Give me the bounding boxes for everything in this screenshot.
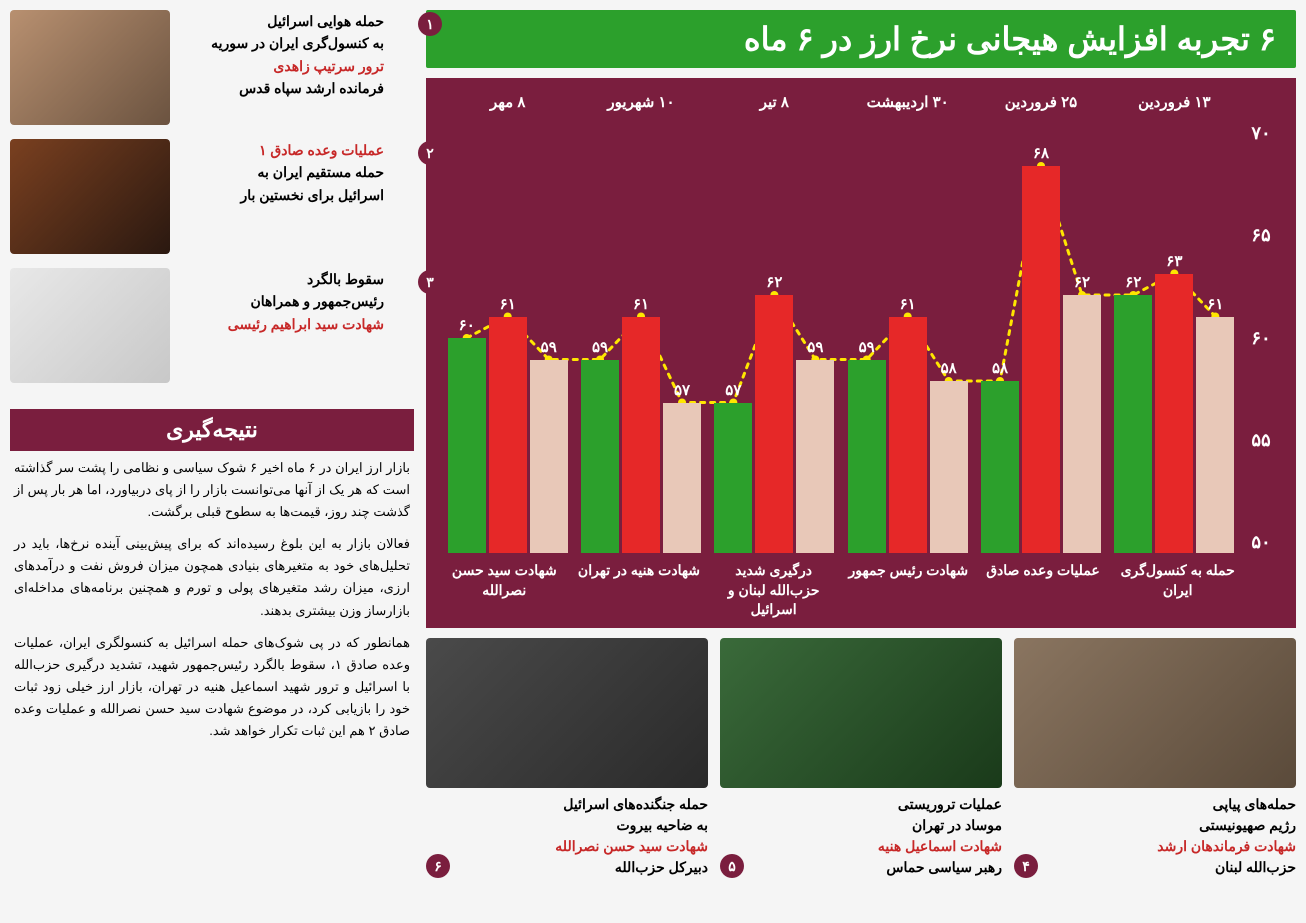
event-label: شهادت رئیس جمهور — [845, 561, 972, 613]
bar-value: ۵۷ — [725, 381, 741, 399]
bar: ۵۹ — [581, 360, 619, 554]
header-title: ۶ تجربه افزایش هیجانی نرخ ارز در ۶ ماه — [426, 10, 1296, 68]
event-text: ۳سقوط بالگردرئیس‌جمهور و همراهانشهادت سی… — [180, 268, 414, 335]
date-label: ۸ مهر — [441, 93, 574, 123]
bar-value: ۵۸ — [992, 359, 1008, 377]
conclusion-header: نتیجه‌گیری — [10, 409, 414, 451]
bar-group: ۶۲۶۸۵۸ — [978, 123, 1103, 553]
bar-value: ۶۲ — [1125, 273, 1141, 291]
y-tick: ۶۰ — [1241, 328, 1281, 349]
bar-value: ۶۸ — [1033, 144, 1049, 162]
bar: ۵۹ — [848, 360, 886, 554]
number-badge: ۳ — [418, 270, 442, 294]
event-label: شهادت هنیه در تهران — [576, 561, 703, 613]
event-image — [10, 139, 170, 254]
date-labels: ۱۳ فروردین۲۵ فروردین۳۰ اردیبهشت۸ تیر۱۰ ش… — [441, 93, 1241, 123]
bar-value: ۵۹ — [541, 338, 557, 356]
event-label: عملیات وعده صادق — [980, 561, 1107, 613]
bar: ۶۲ — [1063, 295, 1101, 553]
y-tick: ۵۵ — [1241, 430, 1281, 451]
bar-group: ۵۹۶۲۵۷ — [712, 123, 837, 553]
bar-value: ۶۲ — [766, 273, 782, 291]
number-badge: ۵ — [720, 854, 744, 878]
currency-chart: ۷۰ ۶۵ ۶۰ ۵۵ ۵۰ ۱۳ فروردین۲۵ فروردین۳۰ اردیبه… — [426, 78, 1296, 628]
event-image — [720, 638, 1002, 788]
event-text: عملیات تروریستیموساد در تهرانشهادت اسماع… — [720, 794, 1002, 878]
bar: ۵۷ — [663, 403, 701, 554]
bottom-item: عملیات تروریستیموساد در تهرانشهادت اسماع… — [720, 638, 1002, 878]
y-axis: ۷۰ ۶۵ ۶۰ ۵۵ ۵۰ — [1241, 93, 1281, 613]
bar: ۶۱ — [489, 317, 527, 554]
left-item: ۱حمله هوایی اسرائیلبه کنسول‌گری ایران در… — [10, 10, 414, 125]
event-label: درگیری شدید حزب‌الله لبنان و اسرائیل — [710, 561, 837, 613]
bar-value: ۶۱ — [900, 295, 916, 313]
bottom-item: حمله‌های پیاپیرژیم صهیونیستیشهادت فرماند… — [1014, 638, 1296, 878]
event-label: حمله به کنسول‌گری ایران — [1114, 561, 1241, 613]
date-label: ۱۰ شهریور — [574, 93, 707, 123]
date-label: ۸ تیر — [708, 93, 841, 123]
date-label: ۳۰ اردیبهشت — [841, 93, 974, 123]
y-tick: ۵۰ — [1241, 532, 1281, 553]
date-label: ۱۳ فروردین — [1108, 93, 1241, 123]
bar-value: ۵۸ — [941, 359, 957, 377]
bar-group: ۵۷۶۱۵۹ — [578, 123, 703, 553]
bottom-items: حمله‌های پیاپیرژیم صهیونیستیشهادت فرماند… — [426, 638, 1296, 878]
bar: ۵۸ — [981, 381, 1019, 553]
event-image — [426, 638, 708, 788]
bar: ۵۷ — [714, 403, 752, 554]
bars-container: ۶۱۶۳۶۲۶۲۶۸۵۸۵۸۶۱۵۹۵۹۶۲۵۷۵۷۶۱۵۹۵۹۶۱۶۰ — [441, 123, 1241, 553]
event-image — [1014, 638, 1296, 788]
y-tick: ۶۵ — [1241, 225, 1281, 246]
bar-value: ۶۰ — [459, 316, 475, 334]
number-badge: ۶ — [426, 854, 450, 878]
date-label: ۲۵ فروردین — [974, 93, 1107, 123]
bar-group: ۵۹۶۱۶۰ — [445, 123, 570, 553]
event-image — [10, 268, 170, 383]
bar: ۶۲ — [1114, 295, 1152, 553]
left-item: ۲عملیات وعده صادق ۱حمله مستقیم ایران بها… — [10, 139, 414, 254]
y-tick: ۷۰ — [1241, 123, 1281, 144]
bar-value: ۵۹ — [807, 338, 823, 356]
bar: ۵۸ — [930, 381, 968, 553]
bottom-item: حمله جنگنده‌های اسرائیلبه ضاحیه بیروتشها… — [426, 638, 708, 878]
conclusion-para: همانطور که در پی شوک‌های حمله اسرائیل به… — [14, 632, 410, 742]
left-item: ۳سقوط بالگردرئیس‌جمهور و همراهانشهادت سی… — [10, 268, 414, 383]
event-text: ۲عملیات وعده صادق ۱حمله مستقیم ایران بها… — [180, 139, 414, 206]
number-badge: ۱ — [418, 12, 442, 36]
number-badge: ۴ — [1014, 854, 1038, 878]
bar-value: ۶۱ — [500, 295, 516, 313]
bar: ۵۹ — [796, 360, 834, 554]
bar: ۶۸ — [1022, 166, 1060, 553]
bar-value: ۵۹ — [859, 338, 875, 356]
conclusion-body: بازار ارز ایران در ۶ ماه اخیر ۶ شوک سیاس… — [10, 451, 414, 758]
event-labels: حمله به کنسول‌گری ایرانعملیات وعده صادقش… — [441, 553, 1241, 613]
event-text: حمله‌های پیاپیرژیم صهیونیستیشهادت فرماند… — [1014, 794, 1296, 878]
bar-value: ۶۲ — [1074, 273, 1090, 291]
event-image — [10, 10, 170, 125]
bar: ۶۲ — [755, 295, 793, 553]
event-text: ۱حمله هوایی اسرائیلبه کنسول‌گری ایران در… — [180, 10, 414, 100]
bar: ۶۱ — [889, 317, 927, 554]
bar: ۶۰ — [448, 338, 486, 553]
bar-value: ۶۱ — [1207, 295, 1223, 313]
bar: ۶۳ — [1155, 274, 1193, 554]
bar-value: ۶۳ — [1166, 252, 1182, 270]
conclusion-para: فعالان بازار به این بلوغ رسیده‌اند که بر… — [14, 533, 410, 621]
conclusion-para: بازار ارز ایران در ۶ ماه اخیر ۶ شوک سیاس… — [14, 457, 410, 523]
bar-value: ۵۷ — [674, 381, 690, 399]
bar-value: ۶۱ — [633, 295, 649, 313]
number-badge: ۲ — [418, 141, 442, 165]
bar-value: ۵۹ — [592, 338, 608, 356]
bar: ۶۱ — [1196, 317, 1234, 554]
event-label: شهادت سید حسن نصرالله — [441, 561, 568, 613]
bar: ۵۹ — [530, 360, 568, 554]
bar-group: ۶۱۶۳۶۲ — [1112, 123, 1237, 553]
bar-group: ۵۸۶۱۵۹ — [845, 123, 970, 553]
bar: ۶۱ — [622, 317, 660, 554]
event-text: حمله جنگنده‌های اسرائیلبه ضاحیه بیروتشها… — [426, 794, 708, 878]
